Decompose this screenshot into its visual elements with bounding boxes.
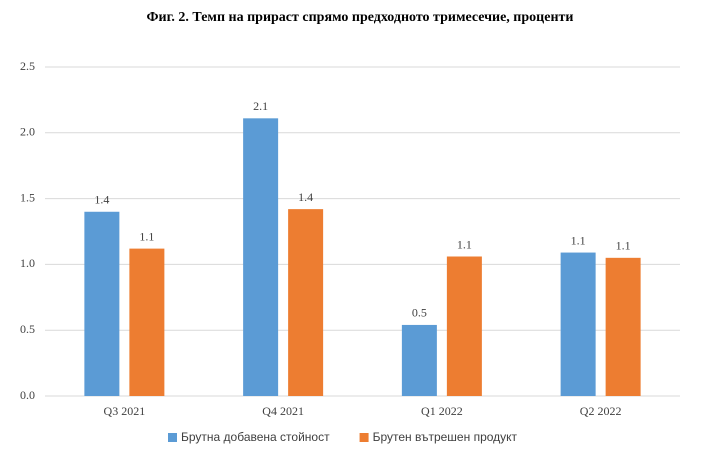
x-tick-label: Q3 2021	[104, 404, 146, 418]
x-tick-label: Q2 2022	[580, 404, 622, 418]
y-tick-label: 1.0	[20, 256, 35, 270]
bar	[446, 256, 482, 396]
legend-label: Брутен вътрешен продукт	[373, 430, 518, 444]
value-label: 0.5	[412, 306, 427, 320]
y-tick-label: 0.0	[20, 388, 35, 402]
value-label: 1.1	[571, 233, 586, 247]
value-label: 1.4	[94, 193, 109, 207]
bar	[243, 118, 279, 396]
value-label: 1.1	[139, 229, 154, 243]
bar	[129, 248, 165, 396]
bar	[288, 209, 324, 396]
legend-label: Брутна добавена стойност	[181, 430, 330, 444]
bar	[560, 252, 596, 396]
bar	[605, 257, 641, 396]
chart-title: Фиг. 2. Темп на прираст спрямо предходно…	[147, 10, 574, 25]
value-label: 1.4	[298, 190, 313, 204]
x-tick-label: Q4 2021	[262, 404, 304, 418]
y-tick-label: 1.5	[20, 190, 35, 204]
bar	[84, 211, 120, 396]
y-tick-label: 0.5	[20, 322, 35, 336]
bar	[401, 324, 437, 396]
legend-swatch	[168, 433, 177, 442]
y-tick-label: 2.5	[20, 59, 35, 73]
y-tick-label: 2.0	[20, 125, 35, 139]
value-label: 1.1	[457, 237, 472, 251]
x-tick-label: Q1 2022	[421, 404, 463, 418]
legend-swatch	[359, 433, 369, 442]
value-label: 1.1	[616, 239, 631, 253]
value-label: 2.1	[253, 99, 268, 113]
